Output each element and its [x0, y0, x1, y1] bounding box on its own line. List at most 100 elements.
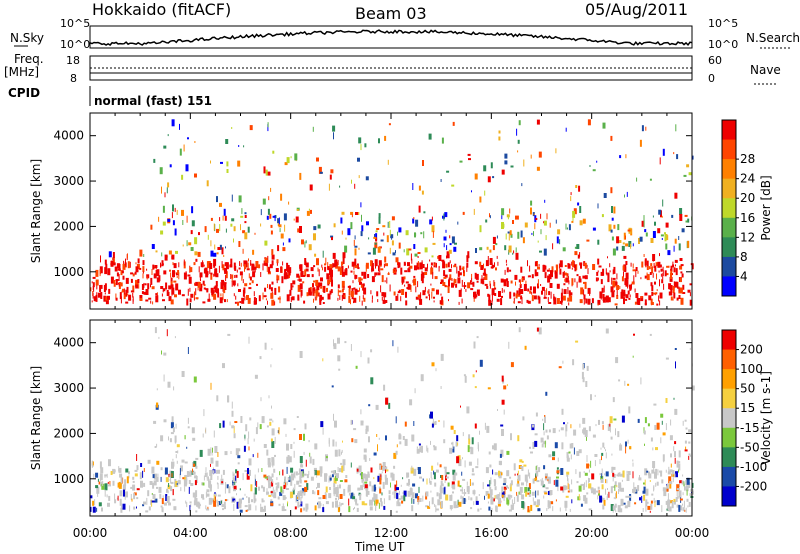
echo-cell: [441, 137, 444, 144]
echo-cell: [479, 359, 483, 367]
echo-cell: [224, 487, 226, 494]
echo-cell: [490, 497, 494, 502]
echo-cell: [159, 493, 162, 499]
echo-cell: [633, 482, 635, 490]
echo-cell: [104, 283, 107, 291]
echo-cell: [552, 451, 556, 457]
echo-cell: [202, 482, 205, 486]
echo-cell: [183, 259, 185, 266]
echo-cell: [521, 297, 523, 305]
echo-cell: [216, 196, 218, 203]
echo-cell: [623, 502, 626, 505]
echo-cell: [583, 427, 587, 435]
echo-cell: [666, 273, 669, 276]
cpid-text: normal (fast) 151: [94, 94, 212, 108]
echo-cell: [687, 289, 691, 293]
echo-cell: [668, 466, 670, 474]
echo-cell: [337, 507, 340, 513]
echo-cell: [353, 239, 355, 246]
echo-cell: [455, 283, 458, 288]
echo-cell: [612, 248, 616, 256]
echo-cell: [149, 481, 153, 485]
echo-cell: [98, 502, 102, 507]
echo-cell: [257, 468, 259, 473]
echo-cell: [679, 214, 683, 221]
echo-cell: [423, 231, 425, 239]
echo-cell: [569, 484, 570, 491]
echo-cell: [474, 272, 477, 279]
echo-cell: [142, 266, 145, 273]
echo-cell: [355, 212, 358, 215]
echo-cell: [170, 432, 174, 435]
echo-cell: [317, 292, 320, 297]
echo-cell: [670, 296, 673, 301]
echo-cell: [503, 409, 505, 415]
echo-cell: [559, 239, 561, 245]
echo-cell: [306, 210, 310, 216]
echo-cell: [528, 483, 531, 490]
echo-cell: [408, 484, 410, 487]
echo-cell: [299, 283, 303, 290]
echo-cell: [430, 490, 432, 493]
echo-cell: [166, 488, 168, 493]
echo-cell: [96, 285, 98, 290]
echo-cell: [100, 255, 101, 263]
echo-cell: [187, 274, 191, 277]
colorbar-tick-label: 12: [740, 230, 755, 244]
echo-cell: [612, 280, 616, 288]
echo-cell: [342, 464, 345, 471]
echo-cell: [604, 297, 608, 301]
echo-cell: [283, 418, 287, 425]
echo-cell: [249, 282, 252, 285]
echo-cell: [589, 288, 591, 296]
echo-cell: [430, 440, 431, 445]
echo-cell: [173, 386, 175, 391]
echo-cell: [354, 288, 358, 295]
echo-cell: [476, 289, 480, 295]
echo-cell: [420, 292, 422, 300]
y-tick-label: 4000: [53, 129, 84, 143]
echo-cell: [299, 456, 303, 463]
echo-cell: [122, 288, 124, 291]
echo-cell: [543, 423, 545, 431]
echo-cell: [348, 506, 351, 513]
echo-cell: [232, 477, 235, 483]
echo-cell: [225, 271, 228, 279]
echo-cell: [314, 470, 316, 476]
echo-cell: [544, 440, 546, 448]
echo-cell: [108, 484, 111, 487]
echo-cell: [351, 261, 355, 267]
echo-cell: [267, 462, 271, 468]
echo-cell: [133, 493, 136, 500]
echo-cell: [199, 272, 203, 278]
echo-cell: [247, 297, 251, 304]
echo-cell: [610, 286, 614, 293]
echo-cell: [541, 477, 543, 483]
echo-cell: [662, 270, 664, 277]
echo-cell: [140, 480, 143, 488]
echo-cell: [502, 483, 506, 486]
echo-cell: [537, 490, 539, 496]
echo-cell: [203, 284, 206, 287]
echo-cell: [98, 481, 101, 485]
echo-cell: [244, 221, 247, 224]
echo-cell: [452, 469, 456, 475]
echo-cell: [345, 475, 348, 478]
echo-cell: [674, 457, 676, 464]
echo-cell: [191, 206, 194, 214]
echo-cell: [521, 183, 523, 187]
echo-cell: [206, 261, 210, 269]
echo-cell: [195, 288, 197, 296]
echo-cell: [673, 152, 675, 155]
echo-cell: [613, 266, 616, 274]
echo-cell: [607, 256, 608, 259]
echo-cell: [600, 271, 604, 276]
echo-cell: [217, 494, 221, 497]
echo-cell: [205, 470, 207, 473]
echo-cell: [543, 431, 545, 436]
echo-cell: [602, 497, 605, 500]
echo-cell: [217, 247, 221, 250]
echo-cell: [633, 275, 635, 283]
echo-cell: [223, 208, 226, 216]
echo-cell: [689, 283, 693, 286]
